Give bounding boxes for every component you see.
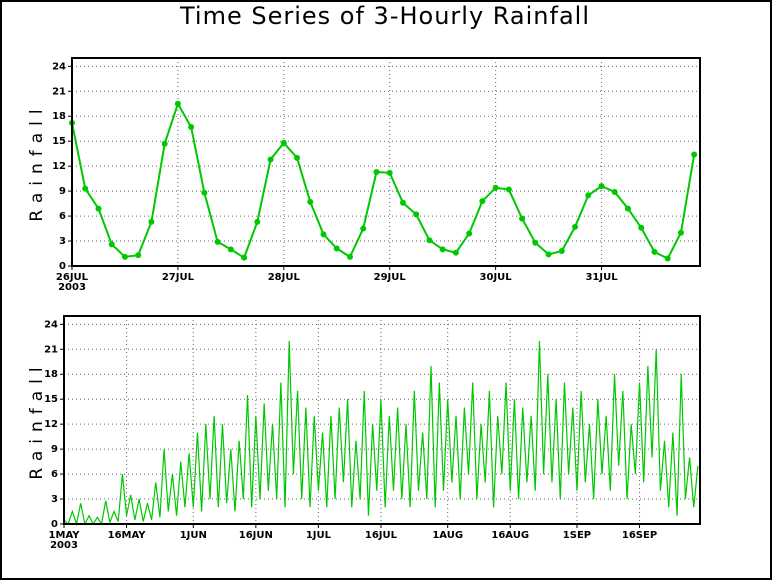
data-point	[320, 231, 327, 238]
data-point	[108, 241, 115, 248]
data-point	[426, 237, 433, 244]
x-tick-label: 26JUL	[56, 272, 89, 283]
data-point	[598, 183, 605, 190]
y-tick-label: 9	[51, 444, 58, 455]
data-point	[558, 248, 565, 255]
y-tick-label: 6	[59, 211, 66, 222]
data-point	[479, 198, 486, 205]
data-point	[241, 254, 248, 261]
y-tick-label: 18	[44, 369, 58, 380]
y-tick-label: 21	[52, 86, 66, 97]
y-tick-label: 15	[52, 136, 66, 147]
y-axis-label: Rainfall	[27, 102, 47, 221]
x-tick-label: 30JUL	[480, 272, 513, 283]
data-point	[638, 224, 645, 231]
x-tick-label: 1AUG	[432, 530, 463, 541]
data-point	[174, 100, 181, 107]
y-tick-label: 24	[52, 61, 66, 72]
data-point	[611, 188, 618, 195]
x-tick-label: 31JUL	[585, 272, 618, 283]
data-point	[386, 169, 393, 176]
x-tick-label: 1JUN	[180, 530, 207, 541]
plot-frame	[71, 57, 701, 267]
y-tick-label: 3	[59, 236, 66, 247]
y-tick-label: 18	[52, 111, 66, 122]
data-point	[439, 246, 446, 253]
y-tick-label: 21	[44, 344, 58, 355]
data-point	[677, 229, 684, 236]
data-point	[214, 238, 221, 245]
data-point	[135, 252, 142, 259]
y-axis-label: Rainfall	[27, 360, 47, 479]
data-point	[399, 199, 406, 206]
data-point	[505, 186, 512, 193]
y-tick-label: 3	[51, 494, 58, 505]
data-point	[227, 246, 234, 253]
data-point	[294, 154, 301, 161]
y-tick-label: 6	[51, 469, 58, 480]
x-tick-label: 1MAY	[49, 530, 81, 541]
data-point	[545, 251, 552, 258]
data-point	[651, 248, 658, 255]
data-point	[161, 140, 168, 147]
y-tick-label: 9	[59, 186, 66, 197]
data-point	[691, 151, 698, 158]
x-tick-label: 16SEP	[622, 530, 657, 541]
data-point	[413, 211, 420, 218]
data-point	[532, 239, 539, 246]
data-point	[280, 139, 287, 146]
x-tick-label: 28JUL	[268, 272, 301, 283]
data-point	[492, 184, 499, 191]
data-point	[373, 168, 380, 175]
x-tick-label: 27JUL	[162, 272, 195, 283]
data-point	[664, 255, 671, 262]
data-point	[95, 205, 102, 212]
x-year-label: 2003	[50, 540, 78, 551]
x-tick-label: 1JUL	[306, 530, 332, 541]
data-point	[121, 253, 128, 260]
x-tick-label: 16JUN	[239, 530, 273, 541]
data-point	[148, 218, 155, 225]
chart-title: Time Series of 3-Hourly Rainfall	[179, 2, 590, 30]
data-point	[82, 185, 89, 192]
data-point	[307, 198, 314, 205]
x-year-label: 2003	[58, 282, 86, 293]
series-line	[63, 340, 699, 527]
plot-frame	[63, 315, 701, 525]
y-tick-label: 15	[44, 394, 58, 405]
x-tick-label: 1SEP	[563, 530, 591, 541]
data-point	[254, 218, 261, 225]
data-point	[585, 192, 592, 199]
y-tick-label: 12	[44, 419, 58, 430]
data-point	[333, 245, 340, 252]
y-tick-label: 24	[44, 319, 58, 330]
x-tick-label: 16JUL	[365, 530, 398, 541]
data-point	[572, 223, 579, 230]
data-point	[188, 124, 195, 131]
x-tick-label: 29JUL	[374, 272, 407, 283]
data-point	[519, 215, 526, 222]
data-point	[267, 156, 274, 163]
x-tick-label: 16MAY	[108, 530, 147, 541]
data-point	[201, 189, 208, 196]
data-point	[452, 249, 459, 256]
data-point	[346, 253, 353, 260]
y-tick-label: 0	[51, 519, 58, 530]
x-tick-label: 16AUG	[491, 530, 529, 541]
data-point	[624, 205, 631, 212]
data-point	[360, 225, 367, 232]
y-tick-label: 0	[59, 261, 66, 272]
data-point	[466, 230, 473, 237]
y-tick-label: 12	[52, 161, 66, 172]
